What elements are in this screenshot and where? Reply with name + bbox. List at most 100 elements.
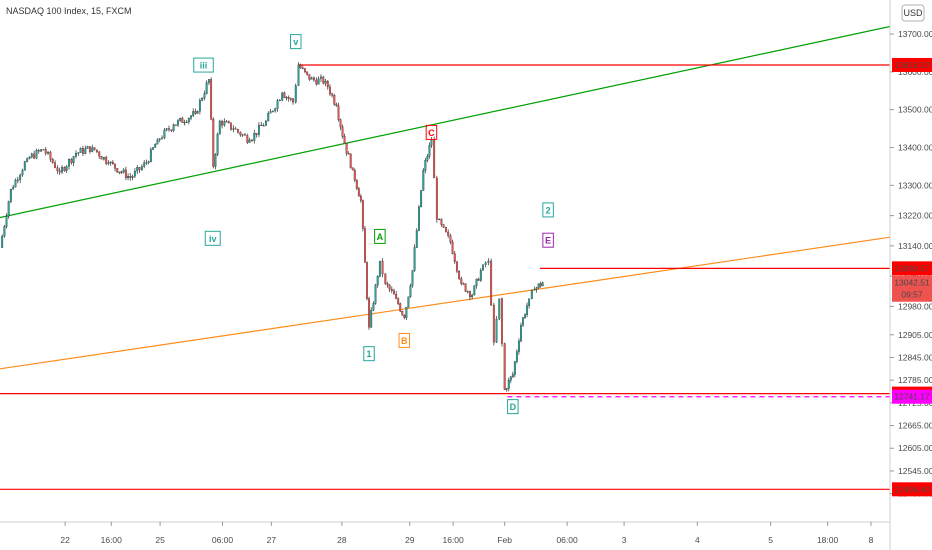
green-trend-line[interactable] bbox=[0, 25, 891, 219]
candle-body bbox=[517, 340, 520, 352]
wave-label-2[interactable]: 2 bbox=[542, 202, 554, 218]
candle-body bbox=[281, 92, 284, 101]
level-tag-background bbox=[892, 261, 932, 276]
candle-body bbox=[475, 278, 478, 287]
level-price-tag[interactable]: 12741.17 bbox=[892, 389, 932, 404]
candle-body bbox=[28, 156, 31, 160]
candle-body bbox=[37, 150, 40, 152]
price-axis[interactable]: 12485.0012545.0012605.0012665.0012725.00… bbox=[889, 0, 932, 550]
candle-body bbox=[170, 129, 173, 131]
currency-badge[interactable]: USD bbox=[901, 4, 925, 22]
level-price-tag[interactable]: 12496.40 bbox=[892, 482, 932, 497]
wave-label-C[interactable]: C bbox=[425, 124, 438, 140]
wave-label-text: v bbox=[293, 37, 298, 47]
plot-background[interactable] bbox=[0, 0, 890, 522]
candle-body bbox=[154, 144, 157, 148]
candle-body bbox=[111, 162, 114, 165]
wave-label-D[interactable]: D bbox=[507, 399, 519, 415]
candle-body bbox=[49, 151, 52, 160]
level-price-tag[interactable]: 13080.57 bbox=[892, 261, 932, 276]
plot-area[interactable] bbox=[0, 0, 891, 522]
wave-label-iii[interactable]: iii bbox=[193, 57, 214, 73]
candle-body bbox=[331, 93, 334, 96]
candle-body bbox=[515, 351, 518, 362]
candle-body bbox=[79, 148, 82, 153]
candle-body bbox=[541, 282, 544, 287]
candle-body bbox=[378, 260, 381, 277]
candle-body bbox=[190, 115, 192, 119]
wave-label-text: E bbox=[545, 236, 551, 246]
wave-label-box bbox=[204, 230, 221, 246]
y-tick-label: 12905.00 bbox=[898, 330, 932, 340]
candle-body bbox=[230, 122, 233, 130]
candle-body bbox=[210, 79, 213, 120]
candle-body bbox=[248, 139, 251, 143]
candle-body bbox=[315, 79, 318, 85]
candle-body bbox=[451, 241, 454, 254]
x-tick-label: 18:00 bbox=[817, 535, 839, 545]
candle-body bbox=[397, 298, 400, 304]
candle-body bbox=[179, 117, 182, 121]
wave-label-B[interactable]: B bbox=[398, 332, 411, 348]
wave-label-iv[interactable]: iv bbox=[204, 230, 221, 246]
candle-body bbox=[253, 132, 256, 141]
candle-body bbox=[471, 294, 474, 298]
candle-body bbox=[54, 162, 56, 168]
candle-body bbox=[1, 235, 4, 248]
candle-body bbox=[458, 271, 461, 279]
wave-label-1[interactable]: 1 bbox=[363, 346, 375, 362]
candle-body bbox=[212, 118, 215, 167]
candle-body bbox=[163, 129, 166, 139]
level-tag-background bbox=[892, 482, 932, 497]
candle-body bbox=[3, 226, 6, 237]
candle-body bbox=[276, 100, 279, 109]
candle-body bbox=[424, 160, 427, 171]
candle-body bbox=[227, 121, 230, 124]
last-price-tag[interactable]: 13042.51 09:57 bbox=[892, 275, 932, 302]
candle-body bbox=[435, 177, 438, 220]
candle-body bbox=[218, 120, 221, 135]
candle-body bbox=[174, 124, 177, 126]
level-tag-text: 12741.17 bbox=[894, 392, 930, 402]
candle-body bbox=[420, 190, 423, 208]
candle-body bbox=[264, 120, 267, 126]
candle-body bbox=[433, 139, 436, 179]
x-tick-label: 27 bbox=[267, 535, 277, 545]
orange-trend-line[interactable] bbox=[0, 236, 891, 370]
candle-body bbox=[95, 149, 98, 153]
candle-body bbox=[61, 167, 63, 173]
x-tick-label: 25 bbox=[155, 535, 165, 545]
level-tag-background bbox=[892, 57, 932, 72]
y-tick-label: 13400.00 bbox=[898, 143, 932, 153]
candle-body bbox=[102, 157, 105, 160]
candle-body bbox=[147, 161, 150, 163]
time-axis[interactable]: 22 16:00 25 06:00 27 28 29 16:00 Feb 06:00 3 4 5 18:0… bbox=[0, 521, 890, 545]
candle-body bbox=[19, 174, 22, 181]
candle-body bbox=[287, 97, 290, 99]
candle-body bbox=[289, 98, 292, 100]
candle-body bbox=[65, 166, 68, 171]
candle-body bbox=[520, 325, 522, 342]
candle-body bbox=[47, 151, 50, 154]
wave-label-v[interactable]: v bbox=[290, 34, 302, 50]
level-price-tag[interactable]: 13618.23 bbox=[892, 57, 932, 72]
candle-body bbox=[422, 170, 425, 191]
candle-body bbox=[271, 110, 274, 112]
candle-body bbox=[317, 78, 320, 85]
candle-body bbox=[118, 171, 121, 173]
candle-body bbox=[335, 104, 338, 107]
candle-body bbox=[482, 264, 484, 271]
candle-body bbox=[86, 146, 89, 149]
wave-label-E[interactable]: E bbox=[542, 232, 554, 248]
wave-label-box bbox=[363, 346, 375, 362]
candle-body bbox=[528, 298, 531, 306]
candle-body bbox=[40, 149, 43, 152]
candle-body bbox=[409, 285, 412, 297]
candle-body bbox=[82, 148, 84, 154]
wave-label-A[interactable]: A bbox=[374, 228, 386, 244]
candle-body bbox=[5, 215, 8, 227]
wave-label-text: iii bbox=[200, 61, 208, 71]
candle-body bbox=[145, 162, 148, 164]
